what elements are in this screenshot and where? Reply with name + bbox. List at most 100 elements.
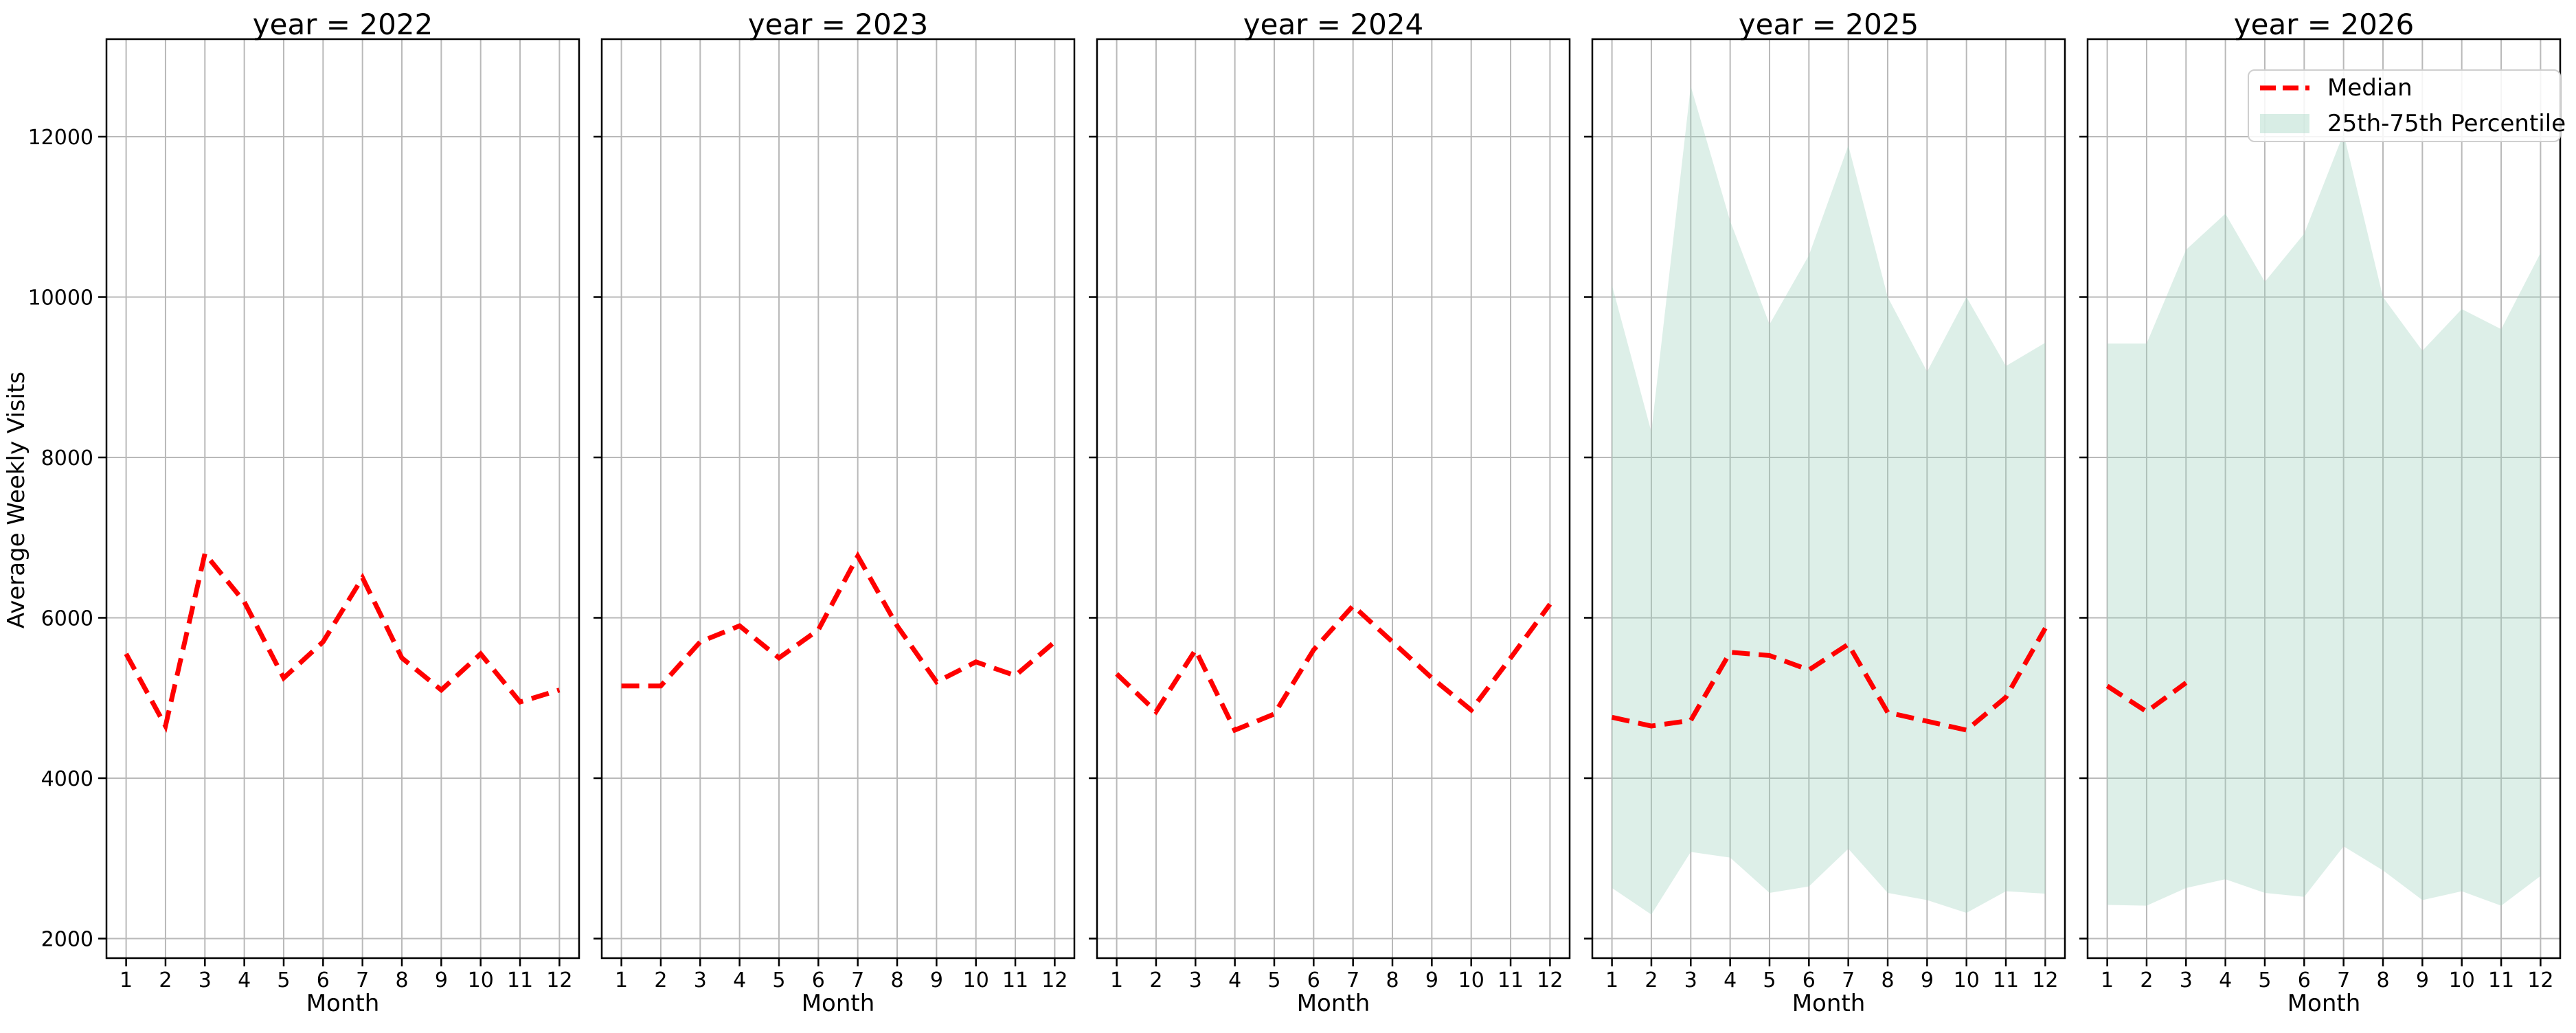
gridlines [1592,39,2065,958]
x-tick-label: 1 [120,968,133,992]
y-tick-label: 12000 [28,126,93,150]
x-tick-label: 5 [1267,968,1280,992]
x-axis-label: Month [802,990,875,1017]
legend-band-label: 25th-75th Percentile [2327,110,2566,137]
x-tick-label: 11 [507,968,533,992]
median-line-2025 [1611,626,2048,733]
x-tick-label: 4 [2219,968,2232,992]
x-tick-label: 10 [1458,968,1484,992]
x-tick-label: 3 [694,968,707,992]
x-tick-label: 12 [546,968,572,992]
tick-marks [594,135,1056,966]
x-tick-label: 8 [1881,968,1894,992]
x-tick-label: 12 [2527,968,2553,992]
x-tick-label: 7 [1346,968,1359,992]
x-tick-label: 4 [238,968,251,992]
gridlines [1097,39,1570,958]
facet-title-2024: year = 2024 [1243,8,1423,41]
y-tick-label: 6000 [41,607,93,631]
x-tick-label: 5 [2258,968,2271,992]
y-tick-label: 4000 [41,767,93,791]
x-tick-label: 2 [1149,968,1162,992]
x-tick-label: 1 [615,968,628,992]
percentile-band-2025 [1612,86,2046,915]
x-tick-label: 8 [2376,968,2389,992]
median-line-icon [2260,85,2309,91]
x-tick-label: 6 [1307,968,1320,992]
x-tick-label: 6 [812,968,825,992]
percentile-band-2026 [2107,133,2541,906]
x-tick-label: 6 [1803,968,1816,992]
x-axis-label: Month [2287,990,2361,1017]
median-line-2026 [2105,681,2188,715]
tick-marks [1584,135,2046,966]
x-tick-label: 12 [1537,968,1563,992]
x-tick-label: 10 [1954,968,1980,992]
x-tick-label: 11 [1993,968,2019,992]
tick-marks [2079,135,2542,966]
x-tick-label: 12 [1041,968,1067,992]
x-tick-label: 11 [1002,968,1028,992]
x-tick-label: 1 [1605,968,1618,992]
percentile-band-swatch [2260,114,2309,133]
legend-median-label: Median [2327,74,2413,102]
x-tick-label: 7 [356,968,369,992]
x-tick-label: 2 [1645,968,1658,992]
x-tick-label: 2 [159,968,172,992]
x-tick-label: 5 [1763,968,1776,992]
facet-title-2025: year = 2025 [1739,8,1919,41]
x-tick-label: 2 [2140,968,2153,992]
gridlines [106,39,579,958]
legend-band-item: 25th-75th Percentile [2260,110,2566,137]
x-tick-label: 10 [2449,968,2475,992]
x-tick-label: 3 [1189,968,1202,992]
x-axis-label: Month [1297,990,1370,1017]
x-tick-label: 1 [2101,968,2114,992]
x-tick-label: 7 [851,968,864,992]
x-tick-label: 6 [2298,968,2311,992]
gridlines [602,39,1074,958]
x-tick-label: 5 [772,968,785,992]
x-axis-label: Month [1792,990,1866,1017]
x-tick-label: 3 [2180,968,2193,992]
x-tick-label: 9 [1425,968,1438,992]
panel-spines [2086,38,2562,960]
facet-title-2022: year = 2022 [253,8,433,41]
legend: Median 25th-75th Percentile [2248,69,2566,142]
facet-title-2023: year = 2023 [748,8,928,41]
y-axis-label: Average Weekly Visits [3,371,30,629]
x-tick-label: 12 [2032,968,2058,992]
x-tick-label: 3 [199,968,212,992]
x-tick-label: 8 [890,968,903,992]
facet-title-2026: year = 2026 [2234,8,2414,41]
x-tick-label: 7 [2337,968,2350,992]
x-tick-label: 2 [654,968,667,992]
tick-marks [1089,135,1551,966]
x-axis-label: Month [306,990,380,1017]
x-tick-label: 6 [317,968,330,992]
x-tick-label: 4 [1724,968,1737,992]
x-tick-label: 11 [2488,968,2514,992]
x-tick-label: 9 [2416,968,2429,992]
x-tick-label: 9 [1921,968,1934,992]
x-tick-label: 5 [277,968,290,992]
x-tick-label: 3 [1684,968,1697,992]
median-line-2024 [1115,602,1552,734]
x-tick-label: 4 [733,968,746,992]
y-tick-label: 10000 [28,286,93,310]
x-tick-label: 7 [1842,968,1855,992]
panel-spines [1096,38,1571,960]
x-tick-label: 9 [435,968,448,992]
x-tick-label: 8 [395,968,408,992]
median-line-2022 [124,548,561,733]
x-tick-label: 8 [1386,968,1399,992]
panel-spines [1591,38,2066,960]
x-tick-label: 4 [1228,968,1241,992]
tick-marks [98,135,561,966]
